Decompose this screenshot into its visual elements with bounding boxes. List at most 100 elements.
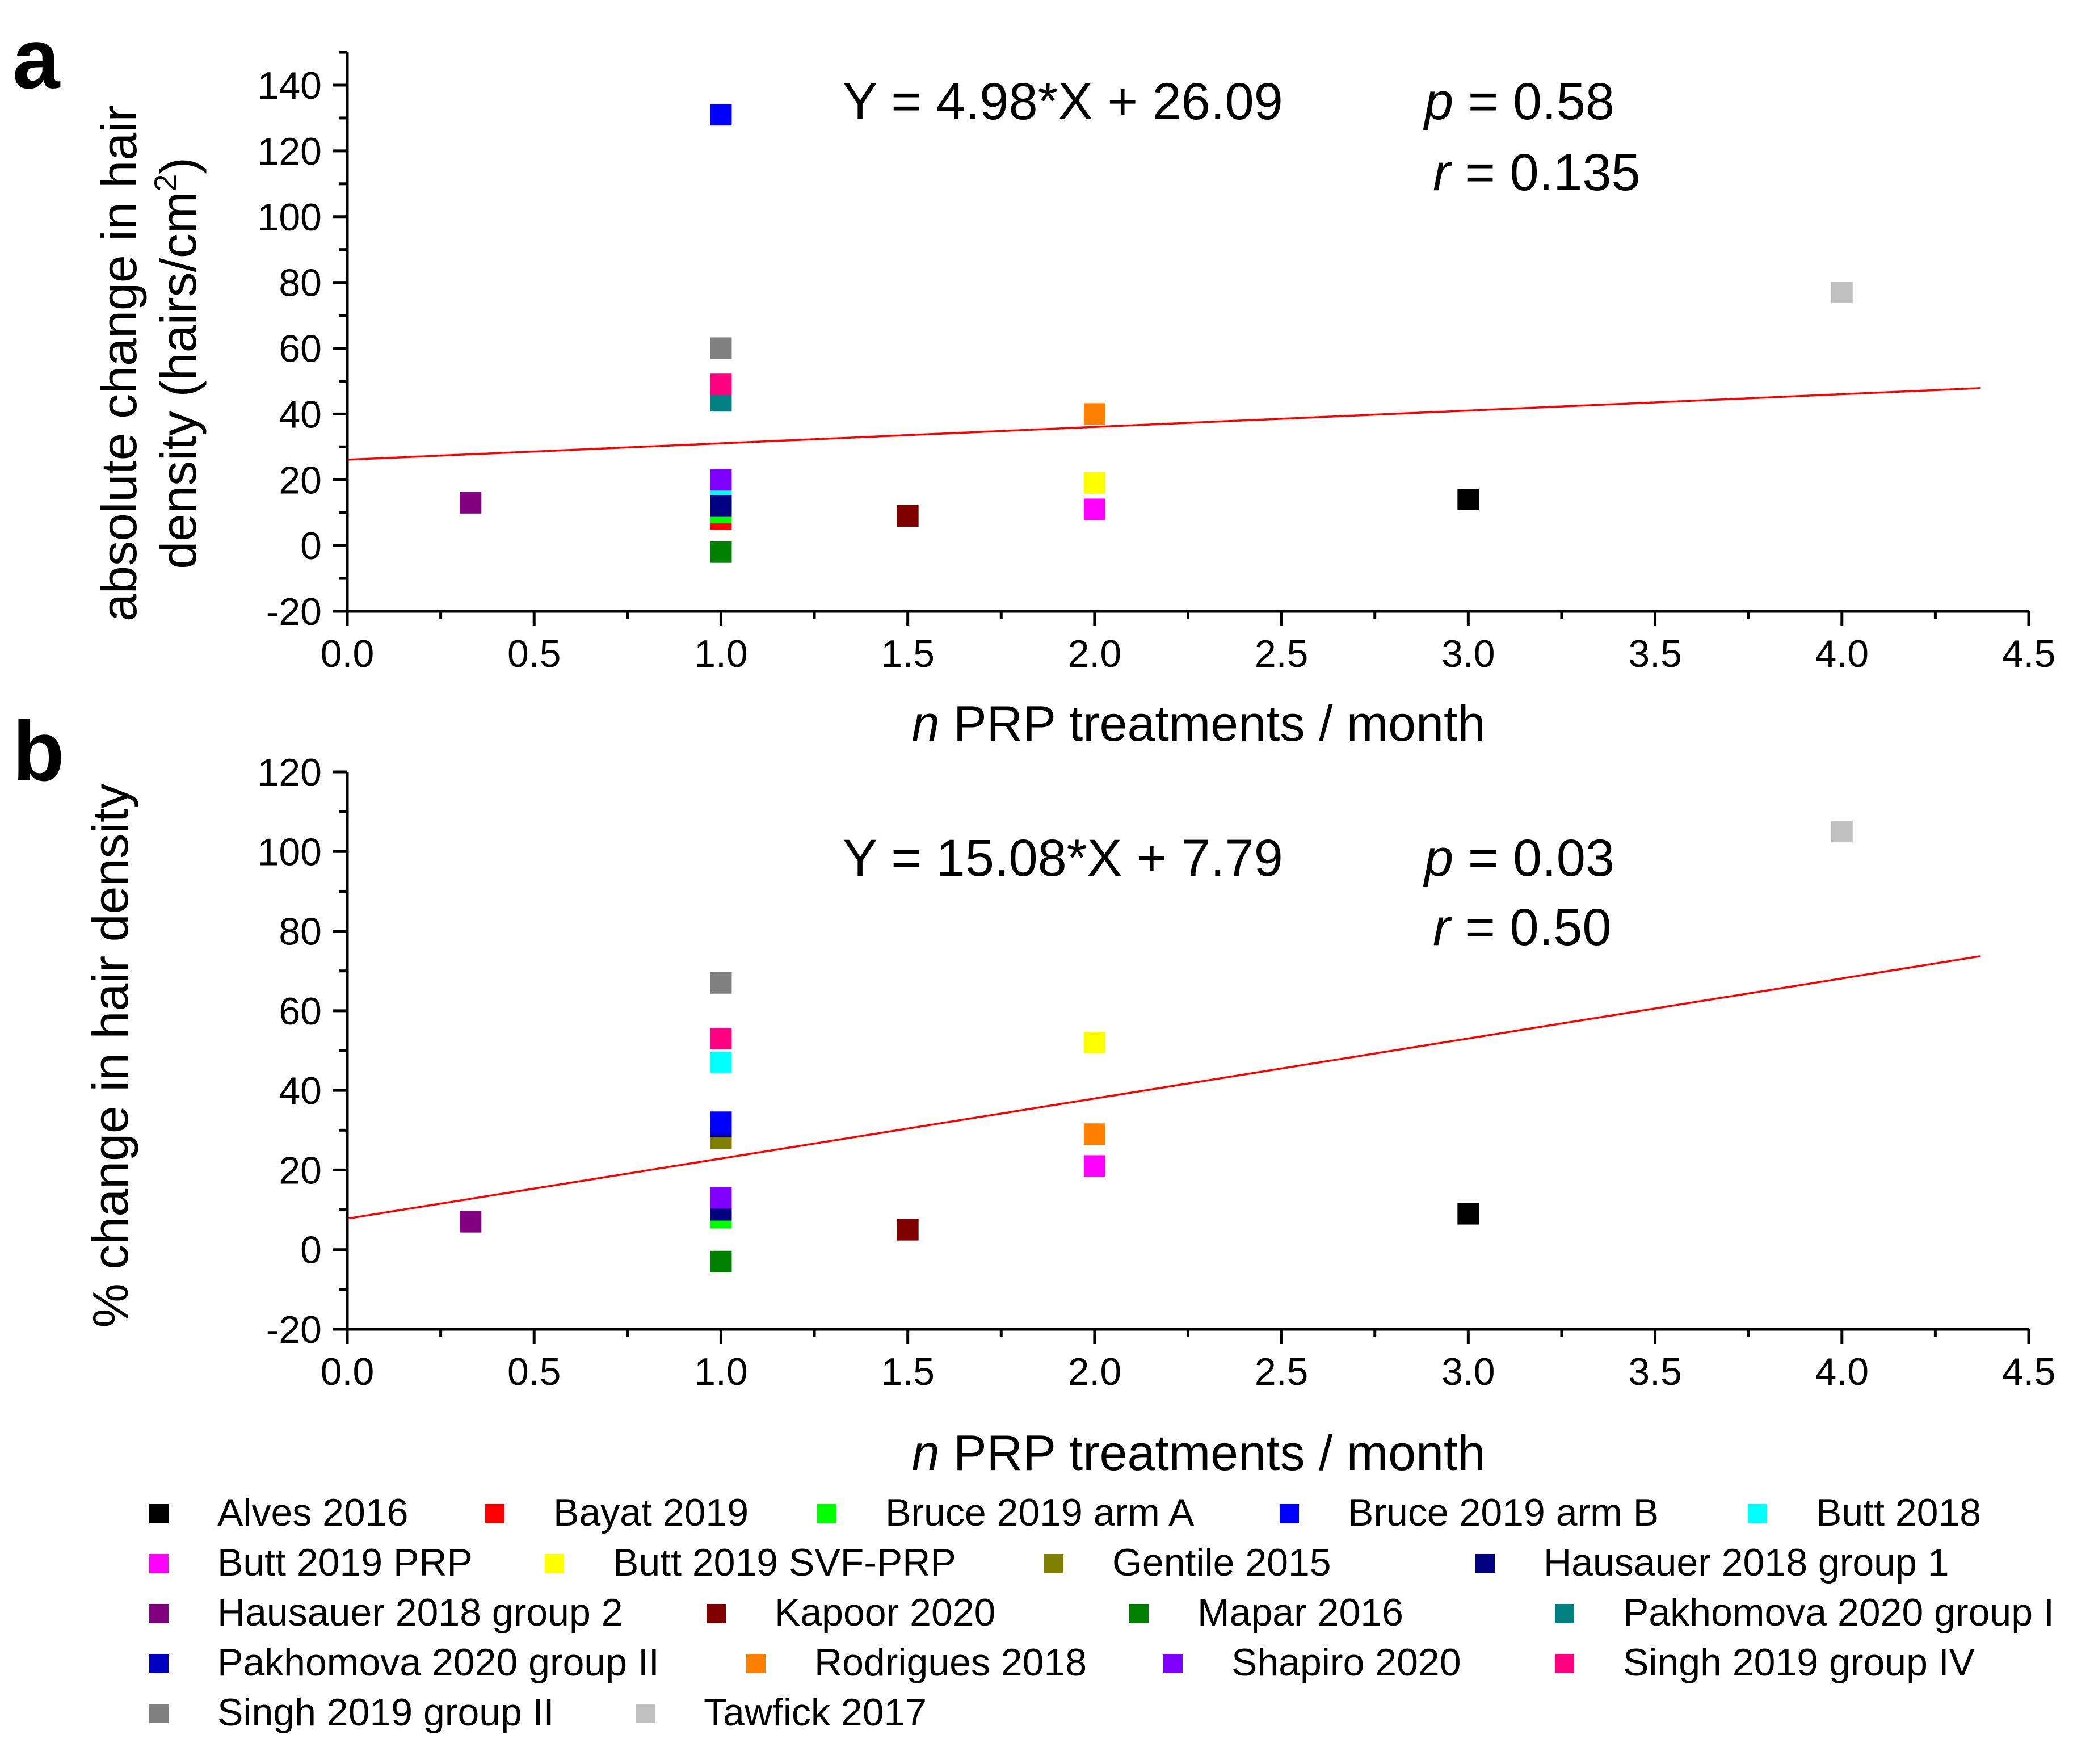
panel-a-point-rodrigues-2018 bbox=[1083, 403, 1105, 425]
panel-a-point-hausauer-2018-group-1 bbox=[710, 495, 732, 517]
panel-b-y-axis-title: % change in hair density bbox=[82, 784, 138, 1328]
panel-a-y-axis-title-line1: absolute change in hair bbox=[91, 105, 147, 621]
panel-a: a 0.0 0.5 1.0 1.5 2.0 2.5 3.0 3.5 4.0 4.5 -20 0 20 40… bbox=[12, 11, 2055, 751]
panel-a-x-tick-label: 2.0 bbox=[1068, 632, 1122, 675]
legend-item-singh-2019-group-iv: Singh 2019 group IV bbox=[1555, 1641, 1975, 1684]
legend-swatch-bruce-2019-arm-b bbox=[1280, 1504, 1299, 1523]
legend-item-alves-2016: Alves 2016 bbox=[149, 1491, 408, 1534]
legend-item-butt-2018: Butt 2018 bbox=[1748, 1491, 1981, 1534]
panel-b-y-tick-label: 100 bbox=[258, 830, 322, 873]
panel-b-point-bruce-2019-arm-b bbox=[710, 1111, 732, 1133]
panel-b-x-tick-label: 2.5 bbox=[1255, 1350, 1309, 1393]
panel-a-points bbox=[460, 104, 1853, 563]
legend-item-tawfick-2017: Tawfick 2017 bbox=[636, 1691, 927, 1734]
panel-b-x-axis-title: n PRP treatments / month bbox=[912, 1425, 1486, 1481]
legend-label-pakhomova-2020-group-ii: Pakhomova 2020 group II bbox=[217, 1641, 659, 1684]
panel-a-y-tick-label: 100 bbox=[258, 196, 322, 239]
panel-a-x-tick-label: 1.0 bbox=[694, 632, 748, 675]
legend-swatch-singh-2019-group-ii bbox=[149, 1704, 169, 1723]
legend-item-kapoor-2020: Kapoor 2020 bbox=[707, 1591, 995, 1634]
panel-b-point-singh-2019-group-ii bbox=[710, 972, 732, 994]
panel-b-x-tick-label: 3.0 bbox=[1441, 1350, 1495, 1393]
panel-a-axes: 0.0 0.5 1.0 1.5 2.0 2.5 3.0 3.5 4.0 4.5 -20 0 20 40 60… bbox=[258, 51, 2056, 675]
panel-b: b 0.0 0.5 1.0 1.5 2.0 2.5 3.0 3.5 4.0 4.5 -20 0 20 40… bbox=[12, 703, 2055, 1481]
legend-label-bruce-2019-arm-b: Bruce 2019 arm B bbox=[1348, 1491, 1659, 1534]
panel-a-fit-layer bbox=[347, 387, 1981, 461]
panel-a-point-shapiro-2020 bbox=[710, 469, 732, 491]
legend-label-kapoor-2020: Kapoor 2020 bbox=[775, 1591, 995, 1634]
legend-label-tawfick-2017: Tawfick 2017 bbox=[704, 1691, 927, 1734]
legend-item-pakhomova-2020-group-ii: Pakhomova 2020 group II bbox=[149, 1641, 659, 1684]
panel-b-y-tick-label: 80 bbox=[279, 910, 322, 954]
panel-b-fit-layer bbox=[347, 955, 1981, 1220]
legend-swatch-mapar-2016 bbox=[1129, 1604, 1149, 1623]
panel-a-point-hausauer-2018-group-2 bbox=[460, 492, 482, 514]
panel-b-point-singh-2019-group-iv bbox=[710, 1027, 732, 1049]
legend-swatch-butt-2018 bbox=[1748, 1504, 1767, 1523]
legend-label-hausauer-2018-group-2: Hausauer 2018 group 2 bbox=[217, 1591, 623, 1634]
panel-a-point-alves-2016 bbox=[1457, 489, 1479, 511]
legend-item-mapar-2016: Mapar 2016 bbox=[1129, 1591, 1403, 1634]
legend-swatch-tawfick-2017 bbox=[636, 1704, 655, 1723]
legend-item-pakhomova-2020-group-i: Pakhomova 2020 group I bbox=[1555, 1591, 2054, 1634]
legend-label-bayat-2019: Bayat 2019 bbox=[553, 1491, 749, 1534]
legend-label-singh-2019-group-ii: Singh 2019 group II bbox=[217, 1691, 554, 1734]
panel-a-y-tick-label: 120 bbox=[258, 130, 322, 173]
legend-swatch-alves-2016 bbox=[149, 1504, 169, 1523]
panel-b-r-value: r = 0.50 bbox=[1433, 898, 1612, 956]
panel-b-x-tick-label: 0.5 bbox=[507, 1350, 561, 1393]
legend-item-butt-2019-prp: Butt 2019 PRP bbox=[149, 1541, 473, 1584]
panel-b-p-value: p = 0.03 bbox=[1423, 829, 1614, 887]
legend-item-singh-2019-group-ii: Singh 2019 group II bbox=[149, 1691, 554, 1734]
panel-a-point-bruce-2019-arm-b bbox=[710, 104, 732, 126]
legend-label-butt-2019-svf-prp: Butt 2019 SVF-PRP bbox=[613, 1541, 956, 1584]
legend-label-rodrigues-2018: Rodrigues 2018 bbox=[814, 1641, 1087, 1684]
legend-label-shapiro-2020: Shapiro 2020 bbox=[1231, 1641, 1461, 1684]
legend-swatch-kapoor-2020 bbox=[707, 1604, 726, 1623]
panel-a-x-tick-label: 3.5 bbox=[1628, 632, 1682, 675]
panel-b-regression-line bbox=[347, 955, 1981, 1220]
panel-a-y-tick-label: 0 bbox=[300, 524, 322, 568]
panel-a-point-singh-2019-group-iv bbox=[710, 373, 732, 396]
panel-a-letter: a bbox=[12, 11, 61, 106]
panel-a-equation: Y = 4.98*X + 26.09 bbox=[843, 73, 1283, 131]
legend-swatch-hausauer-2018-group-1 bbox=[1475, 1554, 1495, 1573]
panel-a-point-butt-2019-prp bbox=[1083, 498, 1105, 520]
panel-a-x-axis-title: n PRP treatments / month bbox=[912, 695, 1486, 751]
panel-b-point-mapar-2016 bbox=[710, 1250, 732, 1272]
legend-label-alves-2016: Alves 2016 bbox=[217, 1491, 408, 1534]
panel-a-y-tick-label: 140 bbox=[258, 64, 322, 107]
legend-swatch-hausauer-2018-group-2 bbox=[149, 1604, 169, 1623]
panel-a-x-tick-label: 4.5 bbox=[2002, 632, 2056, 675]
panel-b-y-tick-label: -20 bbox=[266, 1308, 322, 1351]
legend-item-hausauer-2018-group-2: Hausauer 2018 group 2 bbox=[149, 1591, 623, 1634]
panel-a-point-mapar-2016 bbox=[710, 541, 732, 563]
panel-b-point-rodrigues-2018 bbox=[1083, 1123, 1105, 1145]
panel-b-equation: Y = 15.08*X + 7.79 bbox=[843, 829, 1283, 887]
legend-swatch-gentile-2015 bbox=[1044, 1554, 1063, 1573]
panel-a-x-tick-label: 1.5 bbox=[881, 632, 935, 675]
legend-swatch-pakhomova-2020-group-i bbox=[1555, 1604, 1574, 1623]
panel-b-x-tick-label: 2.0 bbox=[1068, 1350, 1122, 1393]
panel-a-point-butt-2019-svf-prp bbox=[1083, 472, 1105, 494]
panel-a-point-singh-2019-group-ii bbox=[710, 337, 732, 359]
panel-b-point-shapiro-2020 bbox=[710, 1187, 732, 1209]
panel-a-point-tawfick-2017 bbox=[1831, 282, 1853, 304]
panel-b-x-tick-label: 0.0 bbox=[321, 1350, 375, 1393]
panel-a-x-tick-label: 3.0 bbox=[1441, 632, 1495, 675]
legend-item-shapiro-2020: Shapiro 2020 bbox=[1163, 1641, 1461, 1684]
legend-swatch-rodrigues-2018 bbox=[746, 1654, 766, 1673]
panel-a-point-kapoor-2020 bbox=[897, 505, 919, 527]
panel-b-x-tick-label: 4.0 bbox=[1815, 1350, 1869, 1393]
legend-item-butt-2019-svf-prp: Butt 2019 SVF-PRP bbox=[545, 1541, 956, 1584]
panel-b-y-tick-label: 0 bbox=[300, 1229, 322, 1272]
legend-item-bayat-2019: Bayat 2019 bbox=[485, 1491, 749, 1534]
legend-item-rodrigues-2018: Rodrigues 2018 bbox=[746, 1641, 1087, 1684]
panel-a-y-tick-label: -20 bbox=[266, 590, 322, 633]
panel-b-point-butt-2019-prp bbox=[1083, 1155, 1105, 1177]
panel-b-letter: b bbox=[12, 703, 65, 799]
panel-a-p-value: p = 0.58 bbox=[1423, 73, 1614, 131]
panel-a-x-tick-label: 2.5 bbox=[1255, 632, 1309, 675]
panel-b-y-tick-label: 120 bbox=[258, 751, 322, 794]
